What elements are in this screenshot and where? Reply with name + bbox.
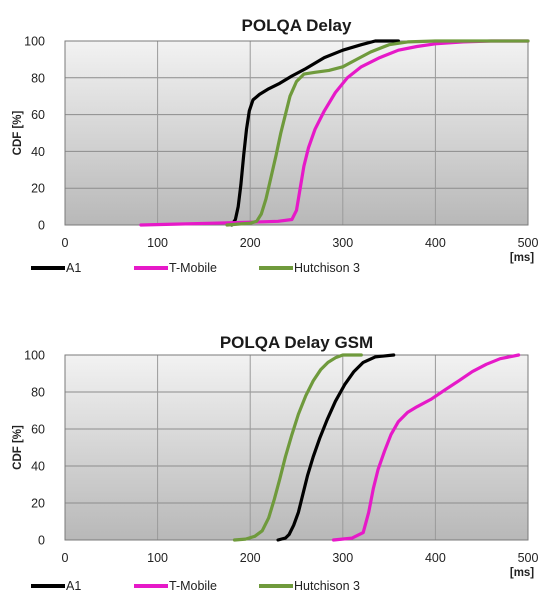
legend-label: Hutchison 3: [294, 579, 360, 593]
y-axis-label: CDF [%]: [12, 425, 24, 470]
series-line-hutchison-3: [232, 353, 363, 542]
x-unit-label: [ms]: [510, 567, 534, 579]
x-tick-label: 0: [62, 551, 69, 565]
series-line-hutchison-3: [225, 39, 530, 227]
x-tick-label: 100: [147, 236, 168, 250]
legend-label: A1: [66, 579, 81, 593]
y-tick-label: 100: [24, 35, 45, 49]
y-tick-label: 0: [38, 534, 45, 548]
series-line-t-mobile: [331, 353, 521, 542]
y-tick-label: 80: [31, 71, 45, 85]
legend-label: T-Mobile: [169, 261, 217, 275]
series-line-a1: [230, 39, 400, 227]
plot-area: [65, 41, 528, 225]
y-tick-label: 60: [31, 108, 45, 122]
chart-title: POLQA Delay GSM: [220, 333, 373, 352]
y-tick-label: 0: [38, 219, 45, 233]
x-unit-label: [ms]: [510, 252, 534, 264]
y-axis-label: CDF [%]: [12, 110, 24, 155]
x-tick-label: 100: [147, 551, 168, 565]
y-tick-label: 40: [31, 460, 45, 474]
y-tick-label: 100: [24, 349, 45, 363]
x-tick-label: 200: [240, 551, 261, 565]
chart-2: POLQA Delay GSM 0 20 40 60 80 100 0 100 200 300 400…: [12, 333, 538, 593]
chart-title: POLQA Delay: [242, 16, 352, 35]
y-tick-label: 20: [31, 182, 45, 196]
legend-label: Hutchison 3: [294, 261, 360, 275]
chart-1: POLQA Delay 0 20 40 60 80 100 0 100 200 300 400 500 C…: [12, 16, 538, 275]
x-tick-label: 400: [425, 236, 446, 250]
x-tick-label: 500: [518, 551, 539, 565]
x-tick-label: 300: [332, 236, 353, 250]
x-tick-label: 300: [332, 551, 353, 565]
x-tick-label: 0: [62, 236, 69, 250]
x-tick-label: 200: [240, 236, 261, 250]
plot-border: [64, 40, 529, 226]
plot-border: [64, 354, 529, 541]
legend-label: A1: [66, 261, 81, 275]
x-tick-label: 400: [425, 551, 446, 565]
y-tick-label: 80: [31, 386, 45, 400]
series-line-a1: [276, 353, 396, 542]
y-tick-label: 40: [31, 145, 45, 159]
legend-label: T-Mobile: [169, 579, 217, 593]
y-tick-label: 20: [31, 497, 45, 511]
series-line-t-mobile: [139, 39, 530, 227]
x-tick-label: 500: [518, 236, 539, 250]
y-tick-label: 60: [31, 423, 45, 437]
